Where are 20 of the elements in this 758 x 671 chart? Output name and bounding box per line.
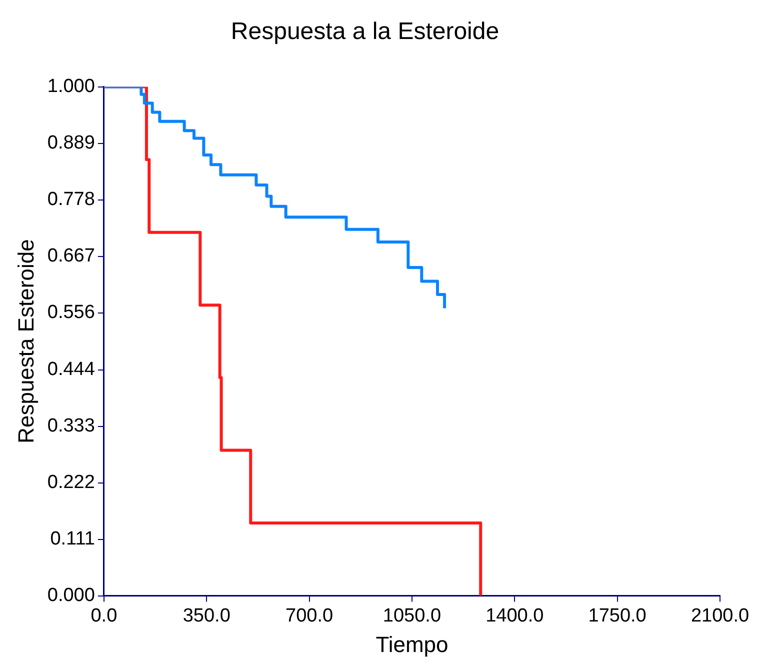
y-tick-label: 0.778 <box>47 189 95 210</box>
y-tick-label: 1.000 <box>47 76 95 98</box>
y-axis-title: Respuesta Esteroide <box>13 239 38 444</box>
y-tick-label: 0.667 <box>47 246 95 267</box>
y-tick-label: 0.000 <box>47 585 95 606</box>
chart-title: Respuesta a la Esteroide <box>230 18 500 46</box>
y-tick-label: 0.444 <box>47 359 96 380</box>
x-tick-label: 350.0 <box>182 605 230 626</box>
y-tick-label: 0.556 <box>47 302 95 324</box>
x-tick-label: 1400.0 <box>486 605 544 626</box>
y-tick-label: 0.111 <box>50 528 95 550</box>
y-tick-label: 0.222 <box>47 472 95 494</box>
x-tick-label: 2100.0 <box>690 605 750 626</box>
x-tick-label: 1750.0 <box>588 605 646 626</box>
x-tick-label: 700.0 <box>286 605 334 626</box>
x-tick-label: 0.0 <box>90 605 118 626</box>
y-tick-label: 0.889 <box>47 132 95 154</box>
x-tick-label: 1050.0 <box>382 605 442 626</box>
y-tick-label: 0.333 <box>47 416 95 437</box>
x-axis-title: Tiempo <box>376 632 448 657</box>
